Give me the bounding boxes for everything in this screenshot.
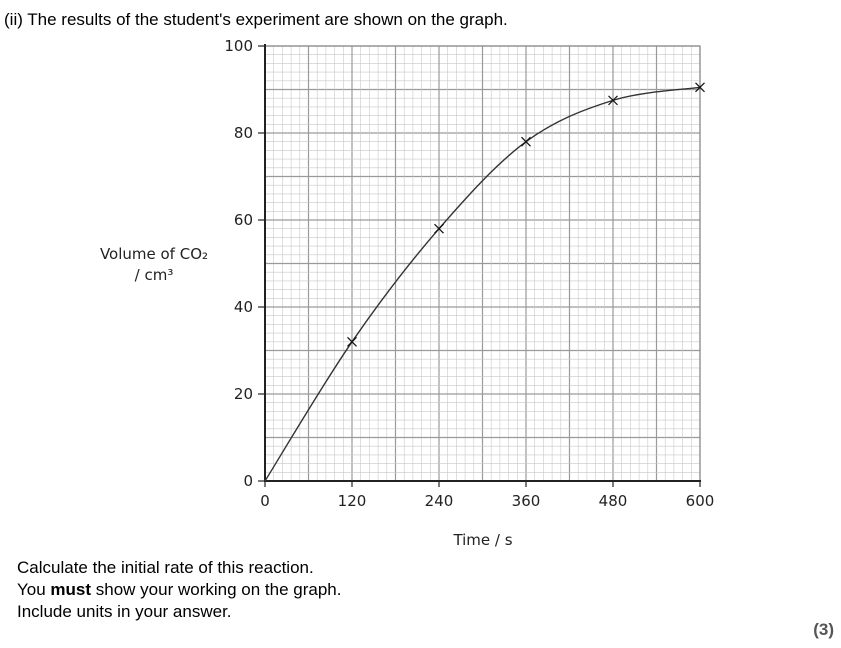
data-point-marker	[521, 136, 531, 147]
x-tick-label: 240	[425, 492, 454, 510]
x-tick-label: 0	[260, 492, 270, 510]
y-axis-label-line2: / cm³	[135, 266, 174, 284]
x-tick-label: 360	[512, 492, 541, 510]
y-axis-label-line1: Volume of CO₂	[100, 245, 208, 263]
question-heading: (ii) The results of the student's experi…	[4, 10, 508, 29]
x-axis-label: Time / s	[452, 531, 512, 549]
y-tick-label: 100	[224, 37, 253, 55]
y-tick-label: 0	[243, 472, 253, 490]
instruction-line-2: You must show your working on the graph.	[17, 579, 341, 601]
data-point-marker	[608, 95, 618, 106]
data-point-marker	[434, 223, 444, 234]
y-tick-label: 60	[234, 211, 253, 229]
x-tick-label: 480	[599, 492, 628, 510]
instruction-must: must	[50, 580, 92, 599]
y-tick-label: 20	[234, 385, 253, 403]
y-tick-label: 80	[234, 124, 253, 142]
data-point-marker	[695, 82, 705, 93]
x-tick-label: 120	[338, 492, 367, 510]
y-tick-label: 40	[234, 298, 253, 316]
instruction-line-2-post: show your working on the graph.	[91, 580, 342, 599]
axes: 0 120 240 360 480 600 0 20 40 60 80 100	[224, 37, 714, 510]
x-tick-label: 600	[686, 492, 715, 510]
data-point-marker	[347, 336, 357, 347]
instruction-line-1: Calculate the initial rate of this react…	[17, 558, 314, 577]
marks-label: (3)	[813, 620, 834, 639]
instruction-line-2-pre: You	[17, 580, 51, 599]
instructions: Calculate the initial rate of this react…	[17, 557, 341, 623]
markers	[347, 82, 705, 347]
instruction-line-3: Include units in your answer.	[17, 602, 232, 621]
grid	[264, 45, 701, 482]
